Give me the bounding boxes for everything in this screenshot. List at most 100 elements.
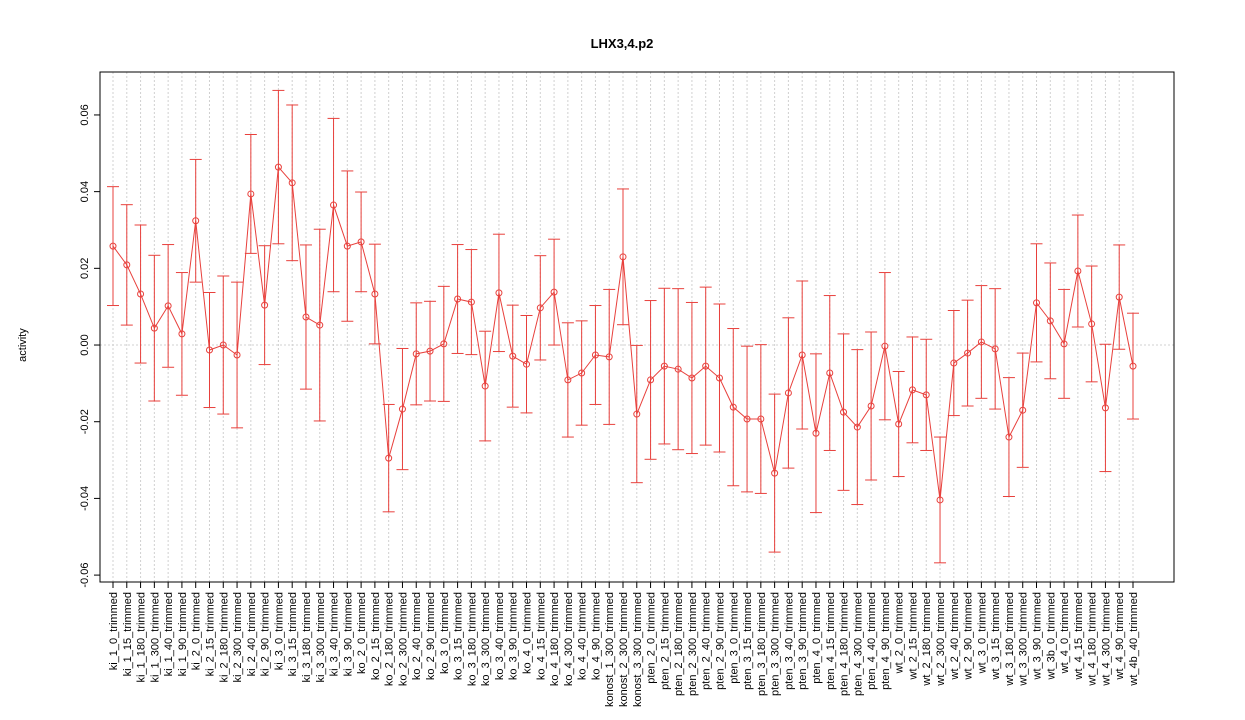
error-bar — [823, 295, 836, 451]
y-tick-label: -0.04 — [79, 486, 91, 511]
x-tick-label: pten_2_180_trimmed — [673, 592, 685, 696]
error-bar — [603, 288, 616, 425]
error-bar — [437, 285, 450, 402]
x-tick-label: konost_3_300_trimmed — [632, 592, 644, 707]
error-bar — [741, 345, 754, 493]
x-tick-label: ko_4_300_trimmed — [563, 592, 575, 686]
x-tick-label: ki_2_180_trimmed — [218, 592, 230, 683]
error-bar — [451, 244, 464, 354]
error-bar — [175, 272, 188, 396]
data-point — [991, 345, 999, 353]
error-bar — [699, 286, 712, 446]
data-point — [398, 405, 406, 413]
x-tick-label: ki_3_15_trimmed — [287, 592, 299, 676]
x-tick-label: ki_3_180_trimmed — [301, 592, 313, 683]
error-bar — [479, 330, 492, 442]
error-bar — [1099, 343, 1112, 473]
error-bar — [217, 275, 230, 415]
x-tick-label: ko_3_300_trimmed — [480, 592, 492, 686]
data-point — [922, 391, 930, 399]
error-bar — [355, 191, 368, 293]
x-tick-label: wt_4_180_trimmed — [1087, 592, 1099, 687]
data-point — [1101, 404, 1109, 412]
error-bar — [424, 300, 437, 402]
x-tick-label: ko_3_40_trimmed — [494, 592, 506, 680]
error-bar — [548, 238, 561, 346]
data-point — [288, 179, 296, 187]
data-point — [523, 360, 531, 368]
error-bar — [561, 322, 574, 438]
data-point — [412, 350, 420, 358]
y-axis-label: activity — [17, 328, 29, 362]
x-tick-label: ko_2_40_trimmed — [411, 592, 423, 680]
x-tick-label: ko_4_180_trimmed — [549, 592, 561, 686]
error-bar — [1002, 377, 1015, 497]
data-point — [674, 365, 682, 373]
error-bar — [892, 370, 905, 478]
data-point — [1033, 299, 1041, 307]
x-tick-label: wt_3b_0_trimmed — [1045, 592, 1057, 680]
data-point — [261, 301, 269, 309]
x-tick-label: wt_4_15_trimmed — [1073, 592, 1085, 680]
data-point — [605, 353, 613, 361]
x-tick-label: pten_4_40_trimmed — [866, 592, 878, 690]
data-point — [192, 217, 200, 225]
x-tick-label: ki_2_15_trimmed — [204, 592, 216, 676]
error-bar — [658, 287, 671, 445]
x-tick-label: ki_1_0_trimmed — [108, 592, 120, 670]
error-bar — [975, 285, 988, 399]
error-bar — [947, 310, 960, 417]
error-bar — [1044, 262, 1057, 380]
data-point — [385, 454, 393, 462]
data-point — [908, 386, 916, 394]
error-bar — [630, 344, 643, 484]
x-tick-label: ki_3_40_trimmed — [329, 592, 341, 676]
data-point — [647, 376, 655, 384]
x-tick-label: wt_2_300_trimmed — [935, 592, 947, 687]
error-bar — [713, 303, 726, 453]
data-point — [123, 261, 131, 269]
error-bar — [1016, 352, 1029, 468]
data-point — [564, 376, 572, 384]
error-bar — [231, 281, 244, 429]
error-bar — [934, 436, 947, 564]
error-bar — [575, 320, 588, 426]
data-point — [1088, 320, 1096, 328]
data-point — [137, 290, 145, 298]
x-tick-label: wt_2_180_trimmed — [921, 592, 933, 687]
error-bar — [920, 338, 933, 451]
error-bar — [768, 393, 781, 553]
x-tick-label: ki_3_90_trimmed — [342, 592, 354, 676]
x-tick-label: ki_3_0_trimmed — [273, 592, 285, 670]
data-point — [633, 410, 641, 418]
error-bar — [299, 244, 312, 390]
data-point — [205, 346, 213, 354]
x-tick-label: pten_4_300_trimmed — [852, 592, 864, 696]
data-point — [343, 242, 351, 250]
error-bar — [851, 349, 864, 506]
data-point — [743, 415, 751, 423]
error-bar — [492, 233, 505, 353]
error-bar — [672, 288, 685, 451]
data-point — [274, 163, 282, 171]
data-point — [771, 469, 779, 477]
x-tick-label: pten_3_40_trimmed — [783, 592, 795, 690]
error-bar — [107, 186, 119, 307]
x-tick-label: ko_3_15_trimmed — [453, 592, 465, 680]
error-bar — [617, 188, 629, 326]
x-tick-label: pten_3_300_trimmed — [770, 592, 782, 696]
x-tick-label: ki_1_90_trimmed — [177, 592, 189, 676]
data-point — [1115, 293, 1123, 301]
x-tick-label: wt_3_15_trimmed — [990, 592, 1002, 680]
y-tick-label: 0.02 — [79, 258, 91, 279]
x-tick-label: wt_3_180_trimmed — [1004, 592, 1016, 687]
data-point — [233, 351, 241, 359]
data-point — [178, 330, 186, 338]
data-point — [495, 289, 503, 297]
error-bar — [410, 302, 423, 406]
error-bar — [272, 89, 285, 245]
error-bar — [1113, 244, 1126, 350]
error-bar — [989, 288, 1002, 410]
x-tick-label: wt_4_0_trimmed — [1059, 592, 1071, 674]
data-point — [1019, 406, 1027, 414]
